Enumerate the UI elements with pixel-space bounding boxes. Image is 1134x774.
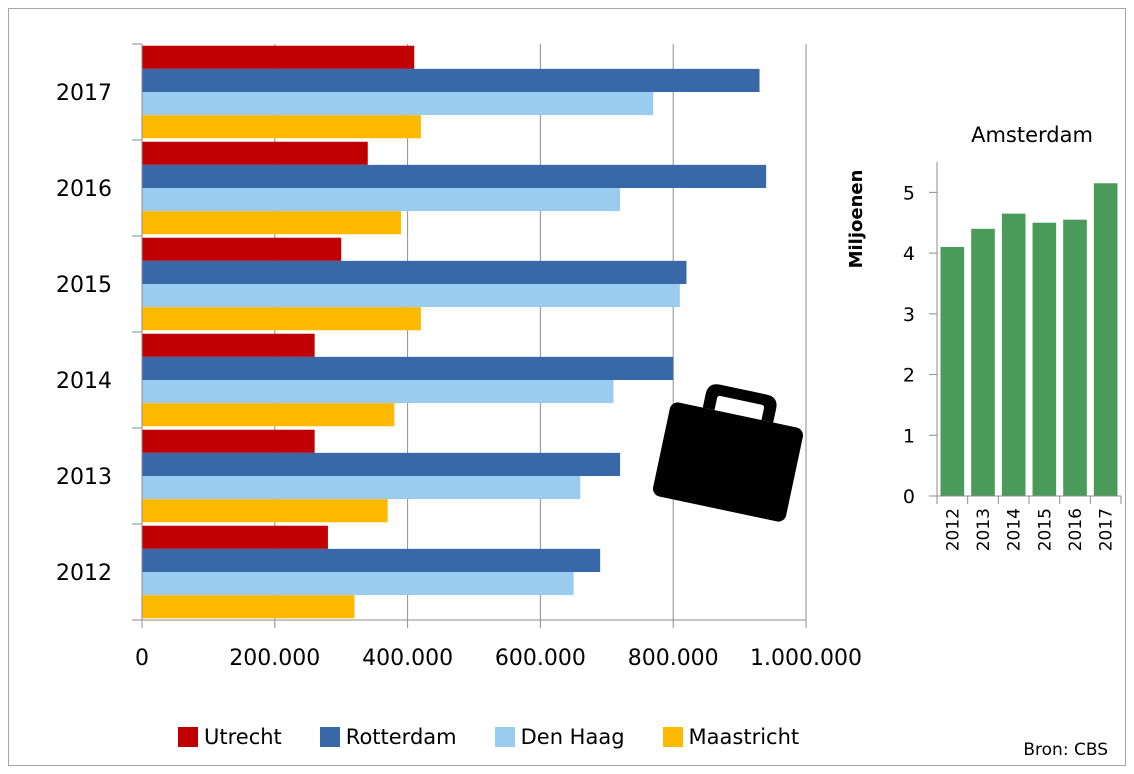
y-tick-label: 2015 xyxy=(56,273,112,298)
side-x-tick-label: 2012 xyxy=(943,508,963,551)
side-y-tick-label: 2 xyxy=(903,365,915,387)
side-x-tick-label: 2015 xyxy=(1035,508,1055,551)
legend-item-maastricht: Maastricht xyxy=(662,725,800,749)
bar-den-haag xyxy=(142,476,581,500)
bar-maastricht xyxy=(142,211,401,235)
side-x-tick-label: 2017 xyxy=(1097,508,1117,551)
side-chart-title: Amsterdam xyxy=(971,123,1093,147)
amsterdam-bar xyxy=(1001,213,1026,497)
side-x-tick-label: 2014 xyxy=(1005,508,1025,551)
legend-swatch xyxy=(494,727,515,747)
bar-utrecht xyxy=(142,525,328,549)
legend-label: Rotterdam xyxy=(345,725,457,749)
side-y-tick-label: 3 xyxy=(903,304,915,326)
bar-rotterdam xyxy=(142,452,621,476)
legend-item-den-haag: Den Haag xyxy=(494,725,625,749)
bar-utrecht xyxy=(142,141,368,165)
side-y-tick-label: 0 xyxy=(903,486,915,508)
y-tick-label: 2013 xyxy=(56,465,112,490)
y-tick-label: 2014 xyxy=(56,369,112,394)
side-y-tick-label: 4 xyxy=(903,243,915,265)
side-x-tick-label: 2013 xyxy=(974,508,994,551)
amsterdam-bar xyxy=(940,247,965,496)
bar-rotterdam xyxy=(142,548,601,572)
bar-den-haag xyxy=(142,380,614,404)
bar-rotterdam xyxy=(142,356,674,380)
briefcase-icon xyxy=(652,384,804,522)
bar-maastricht xyxy=(142,499,388,523)
bar-utrecht xyxy=(142,429,315,453)
x-tick-label: 400.000 xyxy=(362,646,453,671)
bar-maastricht xyxy=(142,115,421,139)
main-bar-chart: 0 200.000 400.000 600.000 800.000 1.000.000 20… xyxy=(56,43,862,671)
legend-label: Maastricht xyxy=(688,725,800,749)
side-x-tick-label: 2016 xyxy=(1066,508,1086,551)
y-tick-label: 2016 xyxy=(56,177,112,202)
legend-item-utrecht: Utrecht xyxy=(178,725,282,749)
bar-den-haag xyxy=(142,284,680,308)
y-tick-label: 2012 xyxy=(56,561,112,586)
bar-utrecht xyxy=(142,237,342,261)
amsterdam-bar xyxy=(1063,219,1087,496)
bar-utrecht xyxy=(142,45,415,69)
bar-den-haag xyxy=(142,572,574,596)
amsterdam-bar xyxy=(1093,183,1118,496)
legend-swatch xyxy=(178,727,198,747)
y-tick-label: 2017 xyxy=(56,81,112,106)
legend-swatch xyxy=(662,727,683,747)
bar-den-haag xyxy=(142,188,621,212)
bar-den-haag xyxy=(142,92,654,116)
side-y-tick-label: 1 xyxy=(903,425,915,447)
bar-rotterdam xyxy=(142,68,760,92)
side-y-tick-label: 5 xyxy=(903,182,915,204)
x-tick-label: 800.000 xyxy=(628,646,719,671)
amsterdam-bar-chart: Amsterdam Miljoenen 0 1 2 3 4 5 2012 2013 2014 2015… xyxy=(846,123,1122,551)
bar-maastricht xyxy=(142,595,355,619)
x-tick-label: 200.000 xyxy=(229,646,320,671)
amsterdam-bar xyxy=(1032,222,1057,496)
amsterdam-bar xyxy=(971,228,995,497)
source-note: Bron: CBS xyxy=(1023,740,1108,760)
bar-utrecht xyxy=(142,333,315,357)
x-tick-label: 600.000 xyxy=(495,646,586,671)
side-chart-ylabel: Miljoenen xyxy=(846,170,867,269)
x-tick-label: 1.000.000 xyxy=(750,646,862,671)
bar-rotterdam xyxy=(142,164,767,188)
legend-label: Den Haag xyxy=(520,725,625,749)
x-tick-label: 0 xyxy=(135,646,149,671)
bar-rotterdam xyxy=(142,260,687,284)
bar-maastricht xyxy=(142,403,395,427)
legend: Utrecht Rotterdam Den Haag Maastricht xyxy=(178,722,799,752)
legend-label: Utrecht xyxy=(204,725,282,749)
bar-maastricht xyxy=(142,307,421,331)
legend-swatch xyxy=(319,727,340,747)
legend-item-rotterdam: Rotterdam xyxy=(319,725,457,749)
